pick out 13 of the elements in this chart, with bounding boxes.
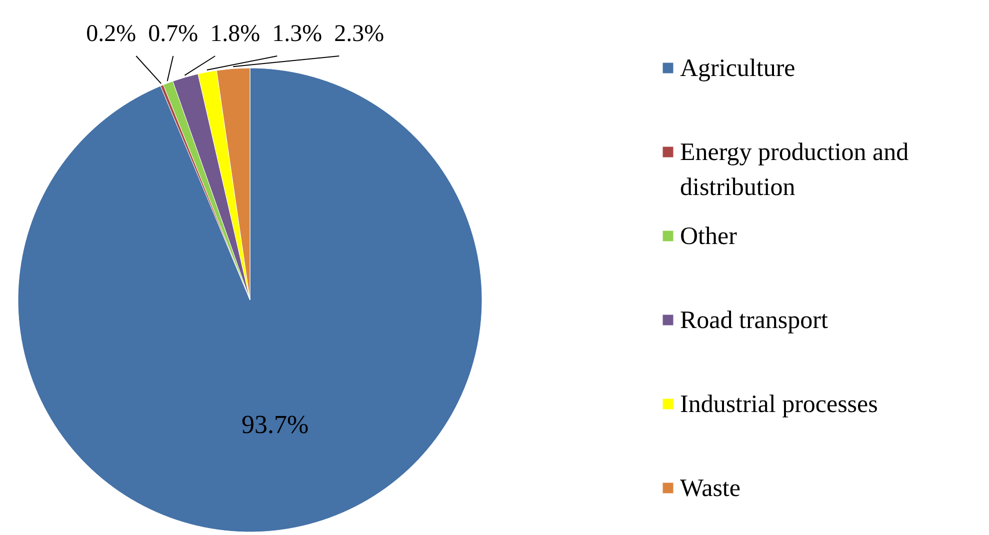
legend-label: Industrial processes <box>680 391 878 418</box>
legend-label: Other <box>680 223 738 250</box>
data-label: 1.3% <box>272 21 322 47</box>
data-label: 1.8% <box>210 21 260 47</box>
data-label: 2.3% <box>334 21 384 47</box>
legend-label: Agriculture <box>680 55 796 82</box>
pie-slice <box>18 68 482 532</box>
data-label: 0.2% <box>86 21 136 47</box>
legend-label: Waste <box>680 475 740 502</box>
data-label: 0.7% <box>148 21 198 47</box>
legend-label: Road transport <box>680 307 828 334</box>
legend-label: Energy production and distribution <box>680 139 910 201</box>
data-label: 93.7% <box>242 410 309 440</box>
